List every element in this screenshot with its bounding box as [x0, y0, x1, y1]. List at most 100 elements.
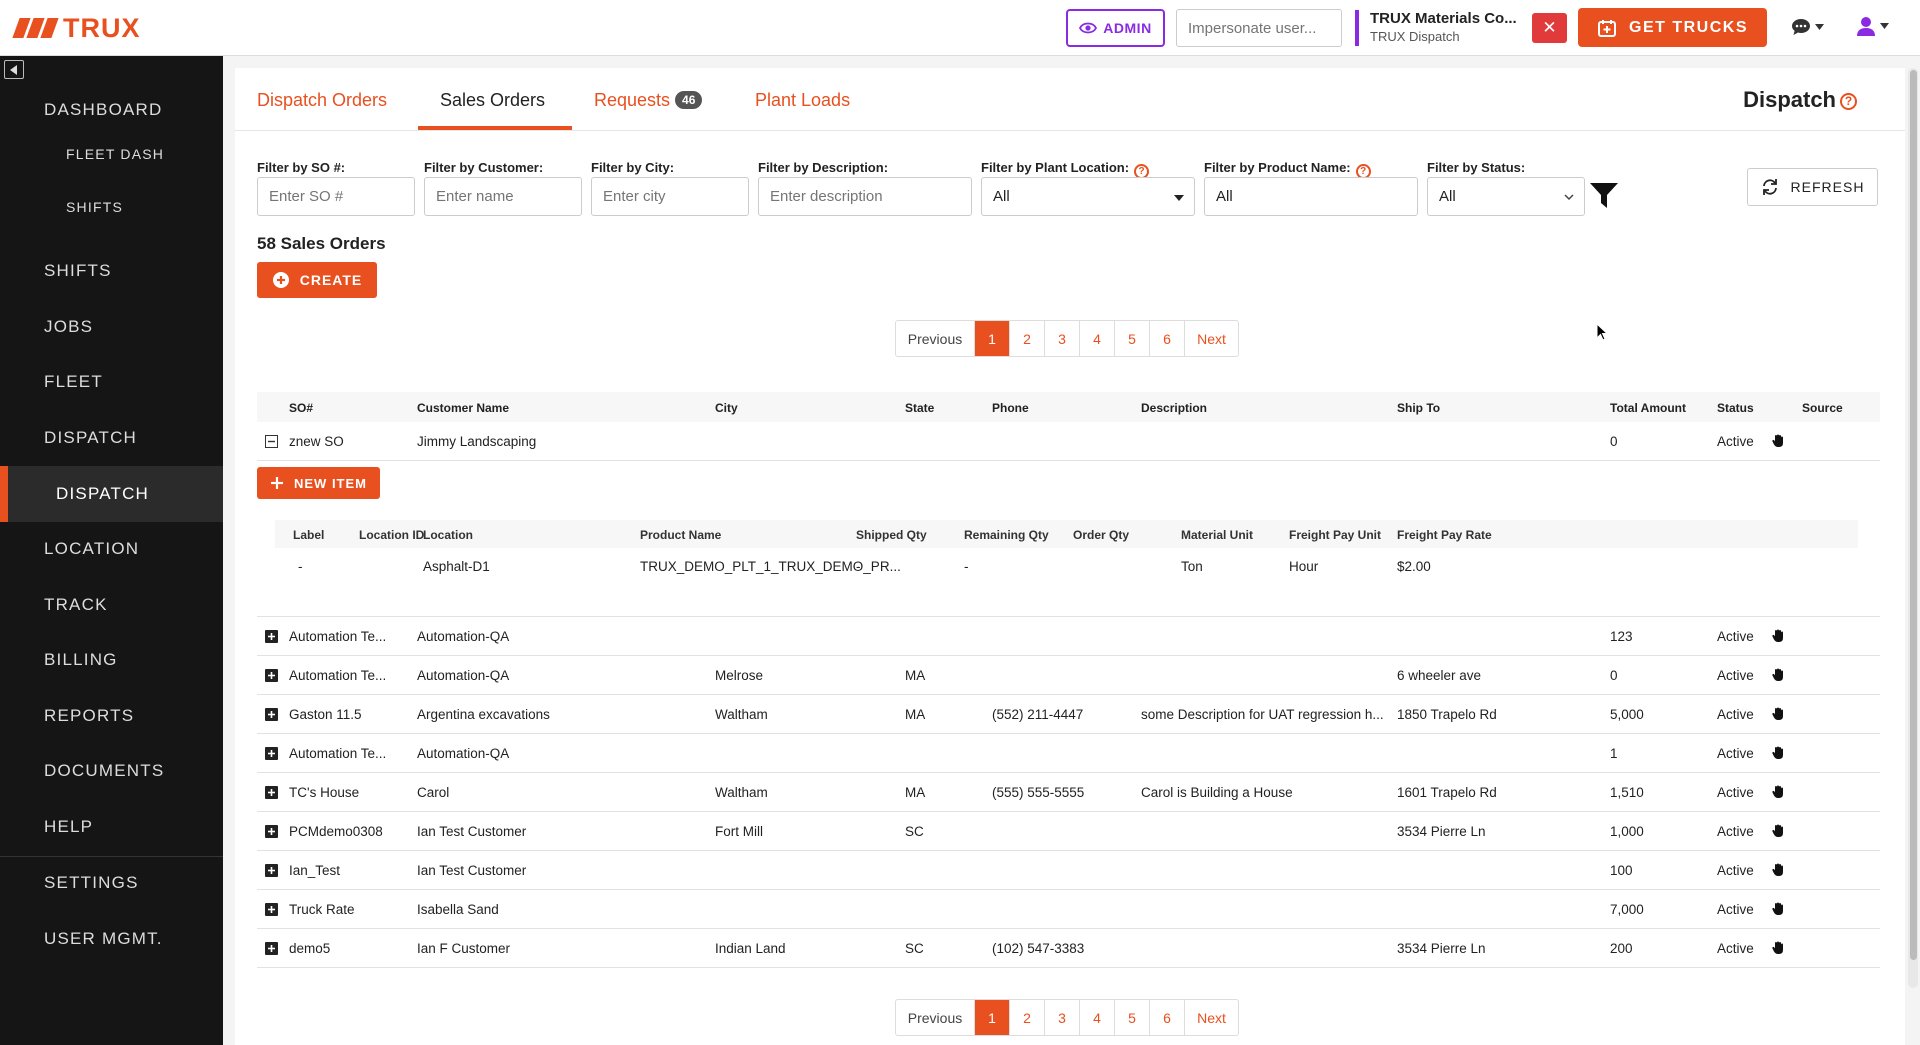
- pagination-page[interactable]: 2: [1009, 1000, 1044, 1035]
- company-switcher[interactable]: TRUX Materials Co... TRUX Dispatch: [1355, 10, 1517, 46]
- table-row[interactable]: TC's House Carol Waltham MA (555) 555-5555 Ca…: [257, 773, 1880, 812]
- column-header[interactable]: Order Qty: [1073, 528, 1130, 542]
- filter-so-input[interactable]: [257, 177, 415, 216]
- get-trucks-button[interactable]: GET TRUCKS: [1578, 8, 1767, 47]
- column-header[interactable]: Location ID: [359, 528, 425, 542]
- tab-dispatch-orders[interactable]: Dispatch Orders: [257, 90, 388, 110]
- sidebar-item-documents[interactable]: DOCUMENTS: [44, 761, 165, 780]
- pagination-page[interactable]: 2: [1009, 321, 1044, 356]
- table-row[interactable]: Automation Te... Automation-QA Melrose MA 6 …: [257, 656, 1880, 695]
- pagination-page[interactable]: 3: [1044, 321, 1079, 356]
- sidebar-item-shifts-sub[interactable]: SHIFTS: [66, 199, 123, 215]
- table-row-expanded[interactable]: znew SO Jimmy Landscaping 0 Active: [257, 422, 1880, 461]
- sidebar-item-dispatch[interactable]: DISPATCH: [0, 466, 223, 522]
- column-header[interactable]: Ship To: [1397, 401, 1441, 415]
- column-header[interactable]: Phone: [992, 401, 1029, 415]
- column-header[interactable]: Location: [423, 528, 473, 542]
- sidebar-item-user-mgmt[interactable]: USER MGMT.: [44, 929, 163, 948]
- expand-row-icon[interactable]: [265, 708, 278, 721]
- table-row[interactable]: Automation Te... Automation-QA 1 Active: [257, 734, 1880, 773]
- column-header[interactable]: Customer Name: [417, 401, 510, 415]
- pagination-page[interactable]: 5: [1114, 1000, 1149, 1035]
- pagination-previous[interactable]: Previous: [907, 330, 963, 347]
- expand-row-icon[interactable]: [265, 942, 278, 955]
- expand-row-icon[interactable]: [265, 903, 278, 916]
- pagination-page[interactable]: 4: [1079, 321, 1114, 356]
- column-header[interactable]: Shipped Qty: [856, 528, 927, 542]
- admin-button[interactable]: ADMIN: [1066, 9, 1165, 47]
- sidebar-item-help[interactable]: HELP: [44, 817, 94, 836]
- filter-customer-input[interactable]: [424, 177, 582, 216]
- collapse-row-icon[interactable]: [265, 435, 278, 448]
- pagination-next[interactable]: Next: [1184, 1000, 1238, 1035]
- create-button[interactable]: CREATE: [257, 262, 377, 298]
- item-row[interactable]: - Asphalt-D1 TRUX_DEMO_PLT_1_TRUX_DEMO_P…: [275, 548, 1858, 584]
- sidebar-item-dispatch-group[interactable]: DISPATCH: [44, 428, 138, 447]
- filter-city-input[interactable]: [591, 177, 749, 216]
- pagination-previous[interactable]: Previous: [907, 1009, 963, 1026]
- column-header[interactable]: Total Amount: [1610, 401, 1686, 415]
- sidebar-item-billing[interactable]: BILLING: [44, 650, 118, 669]
- sidebar-item-shifts[interactable]: SHIFTS: [44, 261, 112, 280]
- column-header[interactable]: SO#: [289, 401, 314, 415]
- column-header[interactable]: State: [905, 401, 935, 415]
- column-header[interactable]: Label: [293, 528, 325, 542]
- pagination-page[interactable]: 5: [1114, 321, 1149, 356]
- sidebar-item-location[interactable]: LOCATION: [44, 539, 140, 558]
- chat-menu[interactable]: [1790, 17, 1824, 37]
- pagination-page[interactable]: 1: [974, 321, 1009, 356]
- table-row[interactable]: Gaston 11.5 Argentina excavations Waltham M…: [257, 695, 1880, 734]
- new-item-button[interactable]: NEW ITEM: [257, 467, 380, 499]
- sidebar-item-fleet-dash[interactable]: FLEET DASH: [66, 146, 165, 162]
- pagination-page[interactable]: 1: [974, 1000, 1009, 1035]
- column-header[interactable]: Material Unit: [1181, 528, 1254, 542]
- filter-plant-location-select[interactable]: All: [981, 177, 1195, 216]
- sidebar-item-fleet[interactable]: FLEET: [44, 372, 103, 391]
- trux-logo[interactable]: TRUX: [12, 13, 141, 43]
- filter-status-select[interactable]: All: [1427, 177, 1585, 216]
- column-header[interactable]: Source: [1802, 401, 1843, 415]
- expand-row-icon[interactable]: [265, 630, 278, 643]
- sidebar-item-settings[interactable]: SETTINGS: [44, 873, 139, 892]
- tab-sales-orders[interactable]: Sales Orders: [440, 90, 546, 110]
- table-row[interactable]: demo5 Ian F Customer Indian Land SC (102) 54…: [257, 929, 1880, 968]
- table-row[interactable]: Ian_Test Ian Test Customer 100 Active: [257, 851, 1880, 890]
- column-header[interactable]: Product Name: [640, 528, 722, 542]
- filter-product-name-input[interactable]: All: [1204, 177, 1418, 216]
- sidebar-item-dashboard[interactable]: DASHBOARD: [44, 100, 163, 119]
- expand-row-icon[interactable]: [265, 825, 278, 838]
- pagination-page[interactable]: 3: [1044, 1000, 1079, 1035]
- refresh-button[interactable]: REFRESH: [1747, 168, 1878, 206]
- sidebar-item-track[interactable]: TRACK: [44, 595, 108, 614]
- column-header[interactable]: City: [715, 401, 738, 415]
- column-header[interactable]: Remaining Qty: [964, 528, 1049, 542]
- table-row[interactable]: Automation Te... Automation-QA 123 Active: [257, 617, 1880, 656]
- pagination-page[interactable]: 6: [1149, 321, 1184, 356]
- column-header[interactable]: Status: [1717, 401, 1754, 415]
- help-icon[interactable]: ?: [1840, 92, 1857, 110]
- sidebar-item-jobs[interactable]: JOBS: [44, 317, 94, 336]
- cell-so: Automation Te...: [289, 746, 387, 761]
- pagination-next[interactable]: Next: [1184, 321, 1238, 356]
- tab-plant-loads[interactable]: Plant Loads: [755, 90, 851, 110]
- sidebar-item-reports[interactable]: REPORTS: [44, 706, 135, 725]
- column-header[interactable]: Description: [1141, 401, 1208, 415]
- impersonate-user-input[interactable]: [1176, 9, 1342, 47]
- expand-row-icon[interactable]: [265, 747, 278, 760]
- pagination-page[interactable]: 6: [1149, 1000, 1184, 1035]
- expand-row-icon[interactable]: [265, 864, 278, 877]
- pagination-page[interactable]: 4: [1079, 1000, 1114, 1035]
- clear-company-button[interactable]: ✕: [1532, 13, 1567, 43]
- expand-row-icon[interactable]: [265, 786, 278, 799]
- table-row[interactable]: PCMdemo0308 Ian Test Customer Fort Mill SC 3…: [257, 812, 1880, 851]
- column-header[interactable]: Freight Pay Unit: [1289, 528, 1382, 542]
- collapse-sidebar-button[interactable]: [4, 60, 24, 79]
- column-header[interactable]: Freight Pay Rate: [1397, 528, 1492, 542]
- table-row[interactable]: Truck Rate Isabella Sand 7,000 Active: [257, 890, 1880, 929]
- expand-row-icon[interactable]: [265, 669, 278, 682]
- funnel-icon[interactable]: [1589, 182, 1619, 210]
- filter-description-input[interactable]: [758, 177, 972, 216]
- user-menu[interactable]: [1855, 15, 1889, 37]
- scrollbar-thumb[interactable]: [1910, 70, 1917, 960]
- tab-requests[interactable]: Requests 46: [594, 90, 703, 111]
